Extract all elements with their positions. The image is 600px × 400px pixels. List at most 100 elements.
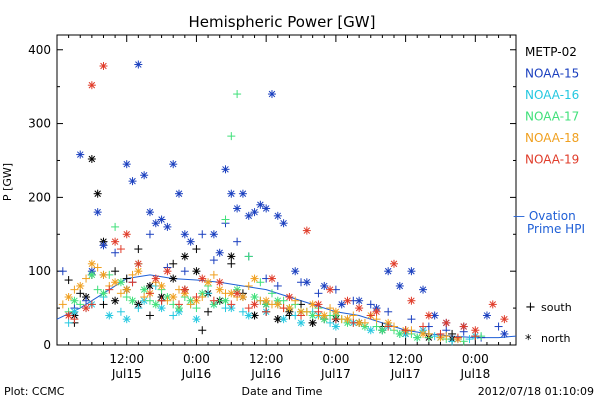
south-point: [116, 245, 125, 254]
north-point: [267, 90, 276, 99]
star-d2: [303, 279, 311, 286]
y-axis-ticks: 0 100 200 300 400: [28, 43, 516, 352]
plot-axes: [56, 34, 517, 346]
star-d2: [355, 319, 363, 327]
south-point: [233, 237, 242, 246]
south-point: [244, 281, 253, 290]
north-point: [221, 165, 230, 174]
x-tick-time-label: 12:00: [109, 352, 144, 366]
north-point: [331, 322, 340, 331]
north-point: [273, 211, 282, 220]
north-symbol: *: [525, 333, 532, 348]
star-d2: [245, 312, 252, 319]
star-d2: [123, 315, 130, 323]
north-point: [308, 318, 317, 327]
star-d2: [193, 315, 200, 323]
star-d2: [135, 61, 142, 68]
north-point: [209, 230, 218, 239]
star-d2: [146, 282, 154, 290]
ovation-series: [56, 274, 517, 339]
south-point: [70, 285, 79, 294]
south-label: south: [541, 301, 572, 314]
south-point: [227, 300, 236, 309]
north-point: [151, 274, 160, 283]
star-d2: [88, 271, 96, 279]
star-d2: [129, 177, 136, 185]
star-d2: [286, 304, 293, 312]
x-tick-time-label: 12:00: [249, 352, 284, 366]
north-point: [192, 267, 201, 276]
x-tick-date-label: Jul17: [320, 367, 351, 381]
y-tick-label: 300: [28, 117, 51, 131]
south-point: [157, 296, 166, 305]
south-point: [128, 278, 137, 287]
south-point: [93, 285, 102, 294]
south-point: [192, 245, 201, 254]
north-point: [343, 315, 352, 324]
north-point: [180, 285, 189, 294]
south-point: [366, 311, 375, 320]
star-d2: [65, 312, 72, 319]
star-d2: [88, 155, 96, 163]
north-point: [140, 171, 149, 180]
star-d2: [228, 253, 235, 260]
star-d2: [280, 315, 287, 323]
south-point: [238, 307, 247, 316]
star-d2: [106, 312, 113, 319]
north-point: [227, 252, 236, 261]
south-point: [372, 322, 381, 331]
north-point: [250, 274, 259, 283]
star-d2: [164, 267, 171, 275]
north-point: [256, 200, 265, 209]
south-point: [291, 296, 300, 305]
north-point: [151, 300, 160, 309]
data-points: [58, 60, 509, 346]
star-d2: [198, 275, 206, 282]
north-point: [204, 278, 213, 287]
south-point: [116, 289, 125, 298]
star-d2: [135, 260, 142, 268]
x-axis-label: Date and Time: [242, 385, 323, 398]
north-point: [384, 267, 393, 276]
north-point: [366, 326, 375, 335]
star-d2: [164, 223, 171, 231]
north-point: [169, 293, 178, 302]
north-point: [227, 289, 236, 298]
north-point: [186, 237, 195, 246]
star-d2: [274, 212, 282, 220]
north-point: [122, 230, 131, 239]
star-d2: [140, 171, 148, 179]
x-tick-time-label: 0:00: [322, 352, 349, 366]
star-d2: [88, 81, 96, 89]
south-point: [76, 300, 85, 309]
south-point: [314, 307, 323, 316]
star-d2: [274, 315, 282, 323]
north-point: [308, 311, 317, 320]
x-tick-date-label: Jul17: [390, 367, 421, 381]
south-point: [314, 289, 323, 298]
ovation-legend-label: — Ovation: [513, 209, 576, 223]
south-symbol: +: [525, 300, 536, 315]
star-d2: [379, 326, 386, 334]
north-point: [302, 226, 311, 235]
north-point: [87, 81, 96, 90]
star-d2: [181, 286, 189, 293]
south-point: [186, 300, 195, 309]
star-d2: [204, 279, 212, 286]
star-d2: [396, 330, 404, 338]
star-d2: [384, 267, 392, 275]
south-point: [331, 315, 340, 324]
star-d2: [239, 293, 247, 301]
south-point: [297, 311, 306, 320]
north-point: [395, 281, 404, 290]
star-d2: [158, 304, 165, 312]
south-point: [453, 333, 462, 342]
south-point: [111, 248, 120, 257]
south-point: [111, 222, 120, 231]
north-point: [331, 307, 340, 316]
star-d2: [431, 312, 438, 319]
north-point: [157, 215, 166, 224]
south-point: [465, 335, 474, 344]
star-d2: [257, 201, 264, 209]
